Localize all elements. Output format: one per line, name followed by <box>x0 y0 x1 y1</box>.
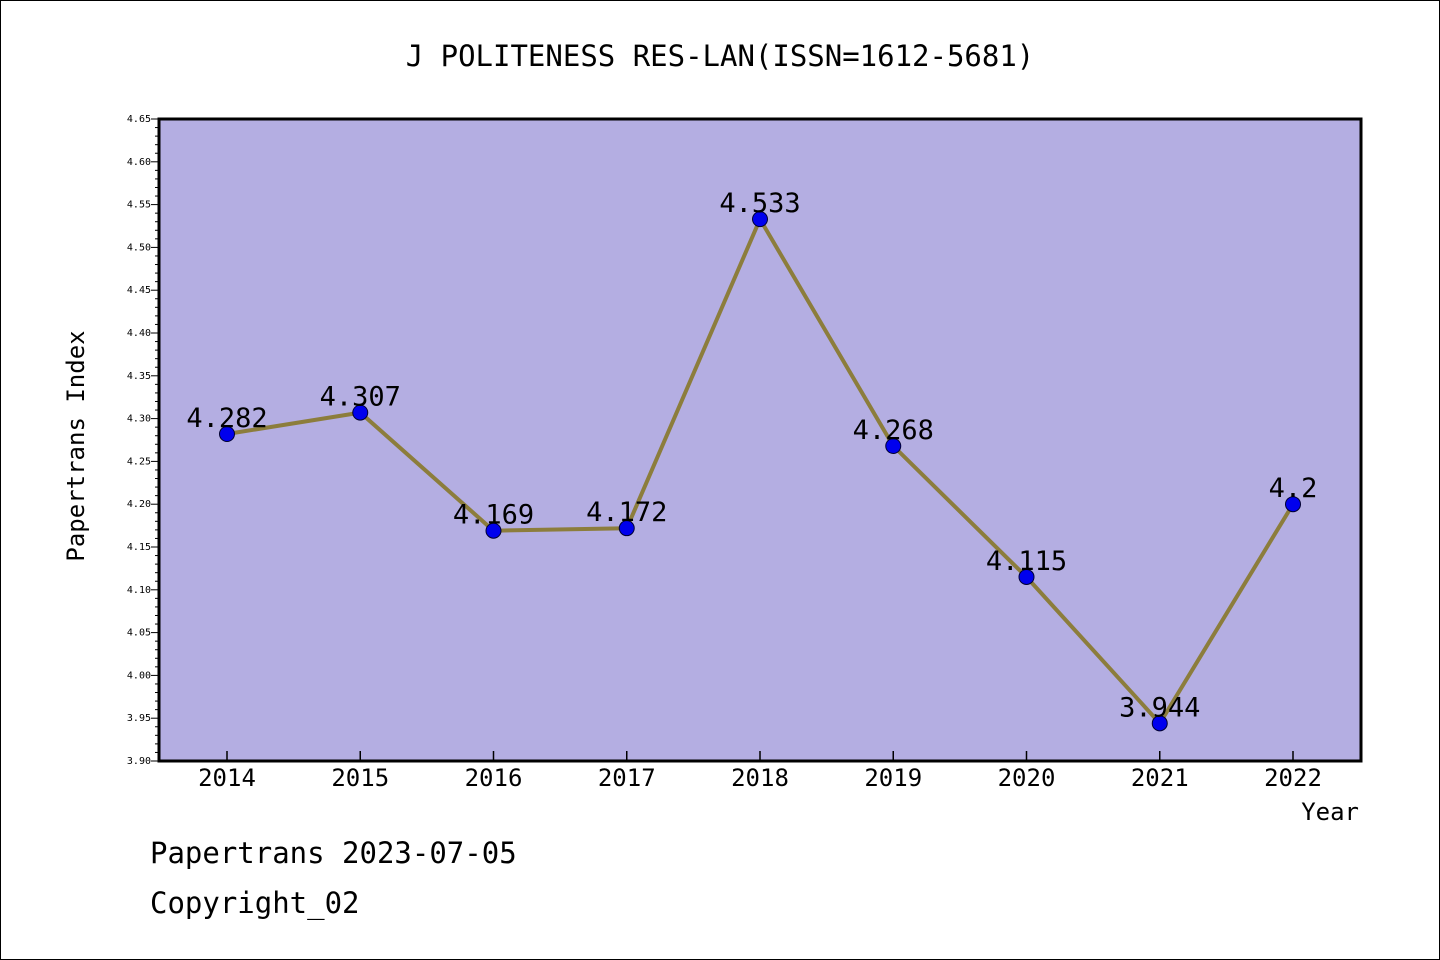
x-tick-label: 2014 <box>198 764 256 792</box>
y-tick-label: 4.45 <box>127 285 151 296</box>
data-points-group <box>219 211 1301 732</box>
data-label: 4.172 <box>586 497 667 528</box>
data-point <box>1151 715 1168 732</box>
y-tick-label: 4.00 <box>127 670 151 681</box>
x-tick-label: 2016 <box>465 764 523 792</box>
y-tick-label: 4.35 <box>127 371 151 382</box>
data-point <box>1285 496 1301 513</box>
data-label: 4.282 <box>186 403 267 434</box>
data-point <box>885 437 902 454</box>
x-tick-label: 2019 <box>864 764 922 792</box>
y-tick-label: 4.40 <box>127 328 151 339</box>
x-tick-label: 2018 <box>731 764 789 792</box>
y-tick-label: 4.65 <box>127 114 151 125</box>
y-tick-label: 4.30 <box>127 414 151 425</box>
y-axis-label: Papertrans Index <box>62 330 90 561</box>
data-point <box>1018 568 1035 585</box>
data-point <box>752 211 768 228</box>
data-labels-group: 4.282 4.307 4.169 4.172 4.533 4.268 4.115 3.944… <box>186 188 1317 723</box>
data-point <box>618 520 635 537</box>
data-point <box>352 404 369 421</box>
y-tick-label: 4.55 <box>127 200 151 211</box>
y-tick-label: 4.10 <box>127 585 151 596</box>
data-label: 4.2 <box>1269 473 1318 504</box>
x-tick-label: 2017 <box>598 764 656 792</box>
x-tick-label: 2021 <box>1131 764 1189 792</box>
data-label: 4.115 <box>986 546 1067 577</box>
y-tick-label: 4.50 <box>127 242 151 253</box>
chart-title: J POLITENESS RES-LAN(ISSN=1612-5681) <box>406 39 1035 73</box>
y-tick-label: 4.25 <box>127 456 151 467</box>
x-tick-label: 2022 <box>1264 764 1322 792</box>
x-axis-label: Year <box>1301 798 1359 826</box>
data-point <box>219 426 235 443</box>
y-tick-label: 4.05 <box>127 628 151 639</box>
y-tick-label: 4.60 <box>127 157 151 168</box>
data-label: 4.533 <box>719 188 800 219</box>
data-label: 4.307 <box>320 382 401 413</box>
y-tick-label: 3.95 <box>127 713 151 724</box>
y-tick-label: 3.90 <box>127 756 151 767</box>
footer-date: Papertrans 2023-07-05 <box>150 836 517 870</box>
data-label: 4.268 <box>853 415 934 446</box>
x-tick-label: 2015 <box>331 764 389 792</box>
y-axis: 3.90 3.95 4.00 4.05 4.10 4.15 4.20 4.25 4.30 4.35… <box>127 114 159 767</box>
x-axis: 2014 2015 2016 2017 2018 2019 2020 2021 2022 <box>198 751 1322 792</box>
data-label: 3.944 <box>1119 692 1200 723</box>
y-tick-label: 4.15 <box>127 542 151 553</box>
data-point <box>485 522 502 539</box>
x-tick-label: 2020 <box>998 764 1056 792</box>
data-label: 4.169 <box>453 500 534 531</box>
footer-copyright: Copyright_02 <box>150 886 360 920</box>
y-tick-label: 4.20 <box>127 499 151 510</box>
